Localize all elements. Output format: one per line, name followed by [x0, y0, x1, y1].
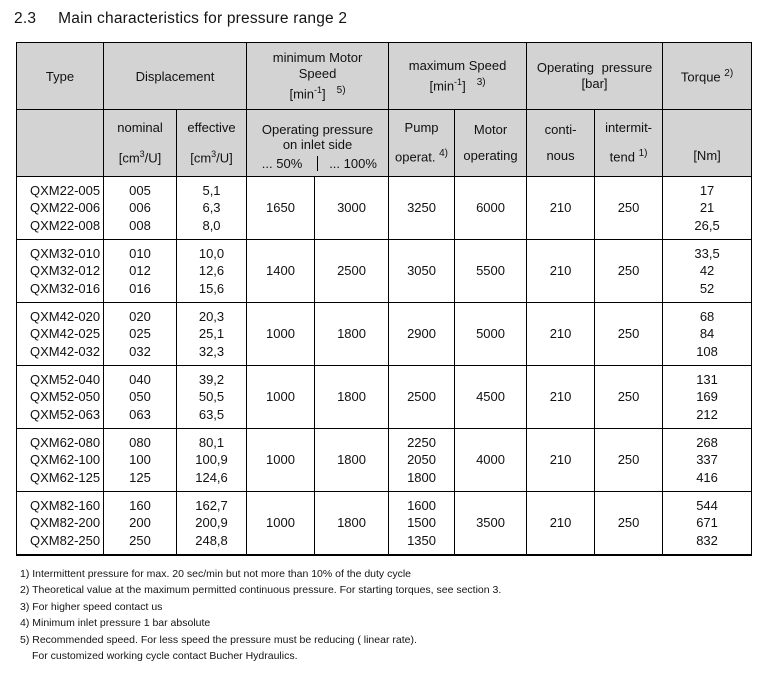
- header-max-speed: maximum Speed [min-1] 3): [388, 42, 528, 110]
- header-inlet-pressure: Operating pressure on inlet side ... 50%…: [246, 109, 390, 177]
- torque-cell: 17 21 26,5: [662, 176, 753, 240]
- nominal-cell: 040 050 063: [103, 365, 177, 429]
- continuous-pressure-cell: 210: [526, 176, 596, 240]
- table-row: QXM82-160 QXM82-200 QXM82-250 160 200 250 162,…: [16, 491, 753, 556]
- nominal-cell: 005 006 008: [103, 176, 177, 240]
- footnote-ref-2: 2): [724, 67, 734, 79]
- type-cell: QXM82-160 QXM82-200 QXM82-250: [16, 491, 104, 556]
- min-speed-50-cell: 1000: [246, 491, 316, 556]
- intermittent-pressure-cell: 250: [594, 176, 664, 240]
- type-cell: QXM62-080 QXM62-100 QXM62-125: [16, 428, 104, 492]
- intermittent-pressure-cell: 250: [594, 365, 664, 429]
- intermittent-pressure-cell: 250: [594, 491, 664, 556]
- motor-operating-cell: 5000: [454, 302, 528, 366]
- min-speed-100-cell: 1800: [314, 491, 390, 556]
- section-title: Main characteristics for pressure range …: [58, 10, 348, 27]
- pump-operat-cell: 1600 1500 1350: [388, 491, 456, 556]
- footnote-2: 2) Theoretical value at the maximum perm…: [20, 584, 502, 596]
- effective-cell: 20,3 25,1 32,3: [175, 302, 248, 366]
- pump-operat-cell: 3250: [388, 176, 456, 240]
- header-operating-pressure: Operating pressure [bar]: [526, 42, 664, 110]
- header-nominal: nominal [cm3/U]: [103, 109, 177, 177]
- footnote-ref-3: 3): [476, 76, 486, 88]
- footnote-4: 4) Minimum inlet pressure 1 bar absolute: [20, 617, 211, 629]
- footnote-1: 1) Intermittent pressure for max. 20 sec…: [20, 567, 412, 580]
- section-number: 2.3: [14, 10, 37, 27]
- table-row: QXM32-010 QXM32-012 QXM32-016 010 012 016 10,0…: [16, 239, 753, 303]
- torque-cell: 131 169 212: [662, 365, 753, 429]
- torque-cell: 33,5 42 52: [662, 239, 753, 303]
- table-row: QXM62-080 QXM62-100 QXM62-125 080 100 125 80,1…: [16, 428, 753, 492]
- footnotes: 1) Intermittent pressure for max. 20 sec…: [20, 568, 761, 664]
- table-row: QXM22-005 QXM22-006 QXM22-008 005 006 008 5,1 6…: [16, 176, 753, 240]
- type-cell: QXM42-020 QXM42-025 QXM42-032: [16, 302, 104, 366]
- intermittent-pressure-cell: 250: [594, 239, 664, 303]
- min-speed-50-cell: 1000: [246, 428, 316, 492]
- footnote-5: 5) Recommended speed. For less speed the…: [20, 633, 417, 646]
- nominal-cell: 010 012 016: [103, 239, 177, 303]
- header-intermittent: intermit- tend 1): [594, 109, 664, 177]
- min-speed-100-cell: 3000: [314, 176, 390, 240]
- min-speed-50-cell: 1650: [246, 176, 316, 240]
- header-min-motor-speed: minimum Motor Speed [min-1] 5): [246, 42, 390, 110]
- pump-operat-cell: 2900: [388, 302, 456, 366]
- continuous-pressure-cell: 210: [526, 239, 596, 303]
- nominal-cell: 160 200 250: [103, 491, 177, 556]
- continuous-pressure-cell: 210: [526, 428, 596, 492]
- type-cell: QXM22-005 QXM22-006 QXM22-008: [16, 176, 104, 240]
- header-type: Type: [16, 42, 104, 110]
- intermittent-pressure-cell: 250: [594, 428, 664, 492]
- footnote-ref-5: 5): [336, 84, 346, 96]
- intermittent-pressure-cell: 250: [594, 302, 664, 366]
- motor-operating-cell: 4000: [454, 428, 528, 492]
- nominal-cell: 080 100 125: [103, 428, 177, 492]
- min-speed-100-cell: 1800: [314, 302, 390, 366]
- torque-cell: 544 671 832: [662, 491, 753, 556]
- torque-cell: 268 337 416: [662, 428, 753, 492]
- header-inlet-50: ... 50%: [261, 156, 303, 171]
- header-inlet-100: ... 100%: [317, 156, 388, 171]
- effective-cell: 5,1 6,3 8,0: [175, 176, 248, 240]
- header-nm-unit: [Nm]: [662, 109, 753, 177]
- min-speed-100-cell: 1800: [314, 365, 390, 429]
- table-row: QXM52-040 QXM52-050 QXM52-063 040 050 063 39,2…: [16, 365, 753, 429]
- page-title: 2.3 Main characteristics for pressure ra…: [14, 10, 761, 28]
- continuous-pressure-cell: 210: [526, 365, 596, 429]
- continuous-pressure-cell: 210: [526, 491, 596, 556]
- header-displacement: Displacement: [102, 42, 248, 110]
- header-type-blank: [16, 109, 104, 177]
- characteristics-table: Type Displacement minimum Motor Speed [m…: [16, 42, 753, 556]
- min-speed-50-cell: 1000: [246, 365, 316, 429]
- min-speed-50-cell: 1000: [246, 302, 316, 366]
- header-pump-operat: Pump operat. 4): [388, 109, 456, 177]
- motor-operating-cell: 3500: [454, 491, 528, 556]
- effective-cell: 10,0 12,6 15,6: [175, 239, 248, 303]
- min-speed-100-cell: 1800: [314, 428, 390, 492]
- pump-operat-cell: 2250 2050 1800: [388, 428, 456, 492]
- table-row: QXM42-020 QXM42-025 QXM42-032 020 025 032 20,3…: [16, 302, 753, 366]
- motor-operating-cell: 5500: [454, 239, 528, 303]
- min-speed-100-cell: 2500: [314, 239, 390, 303]
- pump-operat-cell: 2500: [388, 365, 456, 429]
- footnote-ref-1: 1): [638, 148, 648, 160]
- effective-cell: 162,7 200,9 248,8: [175, 491, 248, 556]
- header-continuous: conti- nous: [526, 109, 596, 177]
- min-speed-50-cell: 1400: [246, 239, 316, 303]
- footnote-3: 3) For higher speed contact us: [20, 600, 163, 613]
- effective-cell: 80,1 100,9 124,6: [175, 428, 248, 492]
- motor-operating-cell: 6000: [454, 176, 528, 240]
- motor-operating-cell: 4500: [454, 365, 528, 429]
- header-effective: effective [cm3/U]: [175, 109, 248, 177]
- pump-operat-cell: 3050: [388, 239, 456, 303]
- header-motor-operating: Motor operating: [454, 109, 528, 177]
- continuous-pressure-cell: 210: [526, 302, 596, 366]
- header-torque: Torque 2): [662, 42, 753, 110]
- nominal-cell: 020 025 032: [103, 302, 177, 366]
- torque-cell: 68 84 108: [662, 302, 753, 366]
- type-cell: QXM52-040 QXM52-050 QXM52-063: [16, 365, 104, 429]
- effective-cell: 39,2 50,5 63,5: [175, 365, 248, 429]
- type-cell: QXM32-010 QXM32-012 QXM32-016: [16, 239, 104, 303]
- footnote-ref-4: 4): [439, 148, 449, 160]
- footnote-5-continued: For customized working cycle contact Buc…: [32, 650, 298, 662]
